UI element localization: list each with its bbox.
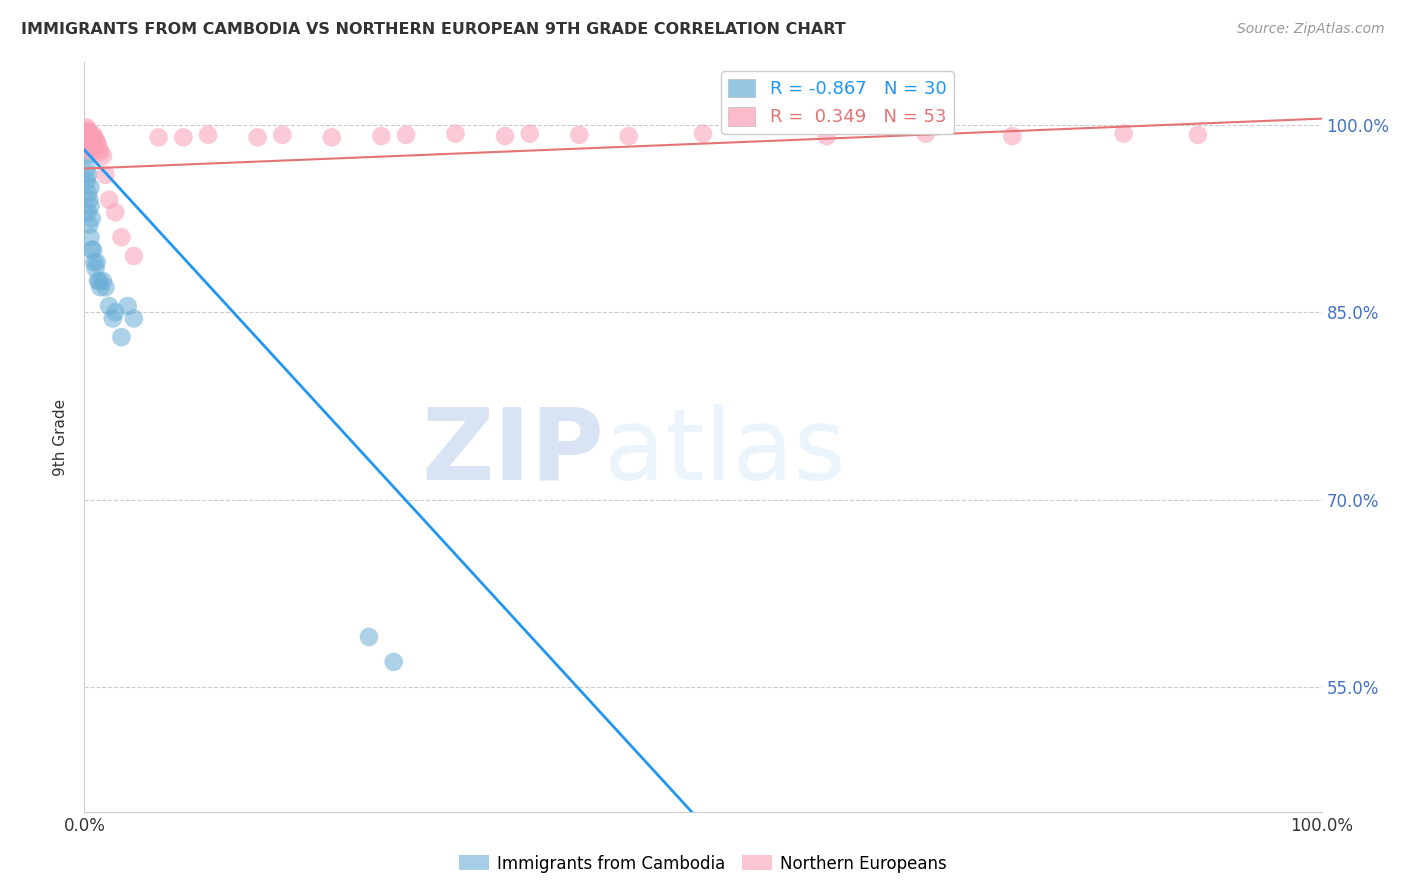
Point	[82, 243, 104, 257]
Point	[79, 218, 101, 232]
Point	[79, 130, 101, 145]
Point	[77, 123, 100, 137]
Point	[79, 128, 101, 142]
Point	[91, 149, 114, 163]
Point	[98, 193, 121, 207]
Point	[86, 136, 108, 150]
Text: atlas: atlas	[605, 403, 845, 500]
Text: IMMIGRANTS FROM CAMBODIA VS NORTHERN EUROPEAN 9TH GRADE CORRELATION CHART: IMMIGRANTS FROM CAMBODIA VS NORTHERN EUR…	[21, 22, 846, 37]
Point	[494, 129, 516, 144]
Point	[89, 274, 111, 288]
Point	[104, 305, 127, 319]
Point	[79, 125, 101, 139]
Point	[84, 261, 107, 276]
Point	[89, 145, 111, 160]
Point	[101, 311, 124, 326]
Point	[82, 136, 104, 150]
Point	[1187, 128, 1209, 142]
Point	[77, 128, 100, 142]
Point	[79, 137, 101, 152]
Y-axis label: 9th Grade: 9th Grade	[53, 399, 69, 475]
Point	[519, 127, 541, 141]
Point	[79, 193, 101, 207]
Point	[75, 124, 97, 138]
Point	[692, 127, 714, 141]
Point	[89, 280, 111, 294]
Point	[246, 130, 269, 145]
Point	[75, 136, 97, 151]
Point	[117, 299, 139, 313]
Point	[76, 174, 98, 188]
Legend: Immigrants from Cambodia, Northern Europeans: Immigrants from Cambodia, Northern Europ…	[453, 848, 953, 880]
Point	[84, 140, 107, 154]
Point	[80, 130, 103, 145]
Point	[89, 143, 111, 157]
Point	[395, 128, 418, 142]
Point	[1001, 129, 1024, 144]
Point	[197, 128, 219, 142]
Legend: R = -0.867   N = 30, R =  0.349   N = 53: R = -0.867 N = 30, R = 0.349 N = 53	[721, 71, 953, 134]
Point	[148, 130, 170, 145]
Point	[94, 168, 117, 182]
Point	[382, 655, 405, 669]
Point	[568, 128, 591, 142]
Point	[77, 143, 100, 157]
Point	[87, 137, 110, 152]
Point	[83, 130, 105, 145]
Point	[86, 255, 108, 269]
Point	[76, 140, 98, 154]
Point	[617, 129, 640, 144]
Point	[370, 129, 392, 144]
Point	[91, 274, 114, 288]
Point	[271, 128, 294, 142]
Point	[1112, 127, 1135, 141]
Point	[80, 243, 103, 257]
Point	[321, 130, 343, 145]
Point	[80, 137, 103, 152]
Point	[79, 180, 101, 194]
Text: Source: ZipAtlas.com: Source: ZipAtlas.com	[1237, 22, 1385, 37]
Point	[110, 230, 132, 244]
Point	[104, 205, 127, 219]
Point	[77, 136, 100, 150]
Point	[914, 127, 936, 141]
Point	[444, 127, 467, 141]
Point	[815, 129, 838, 144]
Point	[79, 133, 101, 147]
Point	[83, 255, 105, 269]
Point	[76, 161, 98, 176]
Point	[79, 230, 101, 244]
Point	[77, 186, 100, 201]
Point	[77, 168, 100, 182]
Point	[122, 311, 145, 326]
Point	[110, 330, 132, 344]
Point	[357, 630, 380, 644]
Point	[172, 130, 194, 145]
Point	[79, 199, 101, 213]
Point	[80, 211, 103, 226]
Point	[94, 280, 117, 294]
Text: ZIP: ZIP	[422, 403, 605, 500]
Point	[77, 205, 100, 219]
Point	[98, 299, 121, 313]
Point	[75, 149, 97, 163]
Point	[122, 249, 145, 263]
Point	[84, 133, 107, 147]
Point	[83, 137, 105, 152]
Point	[76, 133, 98, 147]
Point	[82, 128, 104, 142]
Point	[87, 274, 110, 288]
Point	[76, 120, 98, 135]
Point	[76, 127, 98, 141]
Point	[75, 130, 97, 145]
